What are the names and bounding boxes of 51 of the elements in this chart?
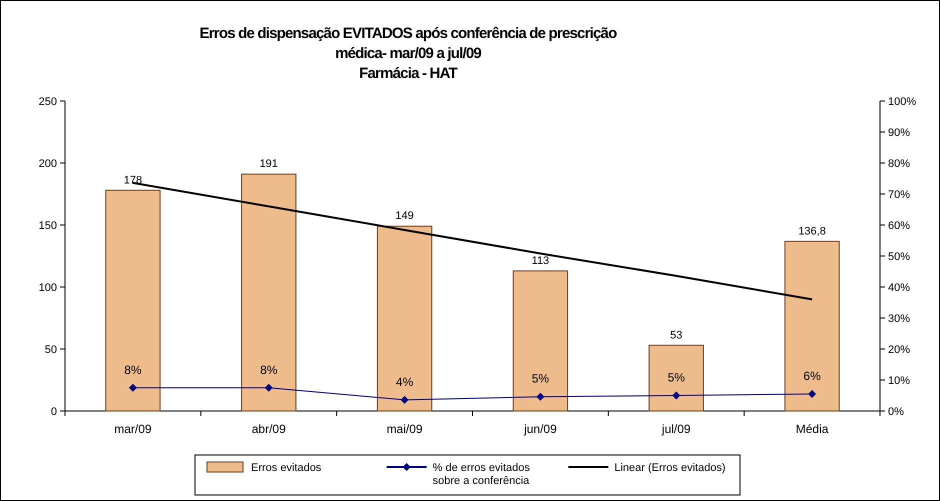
y2-tick-label: 20% (888, 344, 910, 356)
x-tick-label: mar/09 (114, 422, 152, 436)
y-tick-label: 0 (50, 406, 57, 418)
y2-tick-label: 40% (888, 282, 910, 294)
data-label: 5% (668, 370, 686, 384)
point (808, 390, 816, 398)
bar (784, 240, 840, 412)
y2-tick-label: 60% (888, 220, 910, 232)
y2-tick-label: 10% (888, 375, 910, 387)
bar (105, 190, 161, 412)
data-label: 136,8 (798, 225, 826, 238)
x-tick-label: Média (796, 422, 829, 436)
bar (376, 226, 432, 412)
y2-tick-label: 50% (888, 251, 910, 263)
y2-tick-label: 30% (888, 313, 910, 325)
y-tick-label: 250 (38, 96, 57, 108)
x-tick-label: abr/09 (252, 422, 286, 436)
data-label: 113 (532, 254, 550, 267)
data-label: 8% (260, 362, 278, 377)
point (672, 392, 680, 400)
bar (648, 344, 704, 412)
x-tick-label: jul/09 (660, 422, 691, 436)
point (264, 384, 273, 392)
y2-tick-label: 70% (888, 189, 910, 201)
bar (512, 270, 568, 412)
y2-tick-label: 100% (888, 96, 916, 108)
y-tick-label: 150 (38, 220, 57, 232)
point (128, 384, 137, 392)
y2-tick-label: 80% (888, 158, 910, 170)
legend-label: Erros evitados (251, 462, 322, 474)
data-label: 178 (124, 174, 142, 186)
bar (241, 174, 296, 412)
data-label: 8% (124, 362, 142, 377)
data-label: 149 (395, 210, 414, 222)
data-label: 53 (670, 329, 682, 342)
chart-title: Erros de dispensação EVITADOS após conferência de prescrição médica- mar/09 a jul/09 Farmácia - HAT (200, 25, 618, 82)
y-tick-label: 100 (38, 282, 57, 294)
y-tick-label: 200 (38, 158, 57, 170)
data-label: 191 (260, 158, 278, 170)
point (400, 396, 409, 404)
data-label: 5% (532, 372, 550, 386)
y2-tick-label: 90% (888, 127, 910, 139)
data-label: 4% (396, 374, 414, 389)
legend-label: % de erros evitados sobre a conferência (432, 462, 530, 487)
point (536, 392, 544, 401)
x-tick-label: jun/09 (523, 422, 558, 436)
y-tick-label: 50 (44, 344, 57, 356)
x-tick-label: mai/09 (386, 422, 423, 436)
y2-tick-label: 0% (888, 406, 904, 418)
legend-label: Linear (Erros evitados) (614, 462, 726, 474)
data-label: 6% (803, 368, 822, 383)
